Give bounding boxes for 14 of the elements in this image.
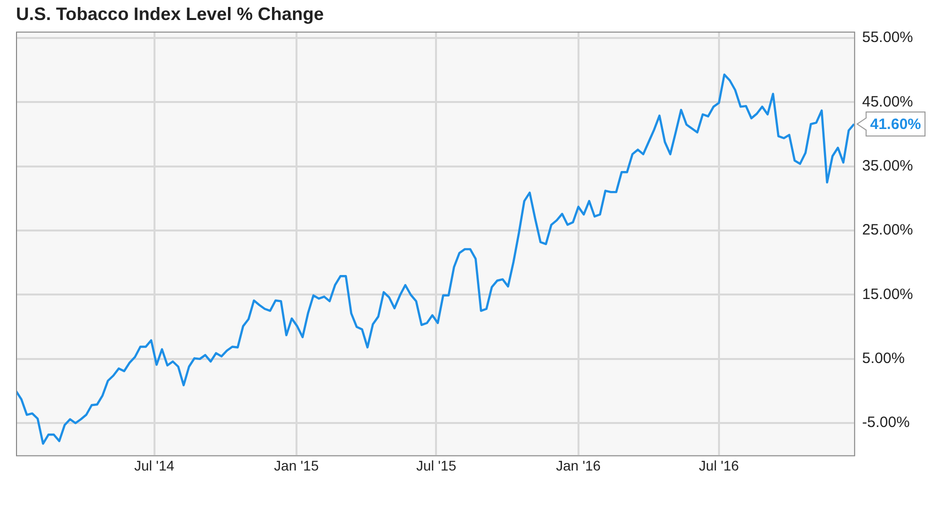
x-tick-label: Jul '16 xyxy=(698,457,740,474)
y-tick-label: -5.00% xyxy=(862,414,910,432)
y-tick-label: 25.00% xyxy=(862,222,913,239)
y-tick-label: 5.00% xyxy=(862,350,905,368)
y-tick-label: 15.00% xyxy=(862,286,913,303)
y-tick-label: 55.00% xyxy=(862,29,913,46)
data-label: 41.60% xyxy=(870,116,921,134)
x-tick-label: Jul '15 xyxy=(416,457,456,474)
x-tick-label: Jul '14 xyxy=(134,457,174,474)
y-tick-label: 35.00% xyxy=(862,158,913,175)
y-tick-label: 45.00% xyxy=(862,93,913,110)
chart-title: U.S. Tobacco Index Level % Change xyxy=(16,4,324,24)
x-tick-label: Jan '16 xyxy=(556,457,601,474)
x-tick-label: Jan '15 xyxy=(274,457,319,474)
